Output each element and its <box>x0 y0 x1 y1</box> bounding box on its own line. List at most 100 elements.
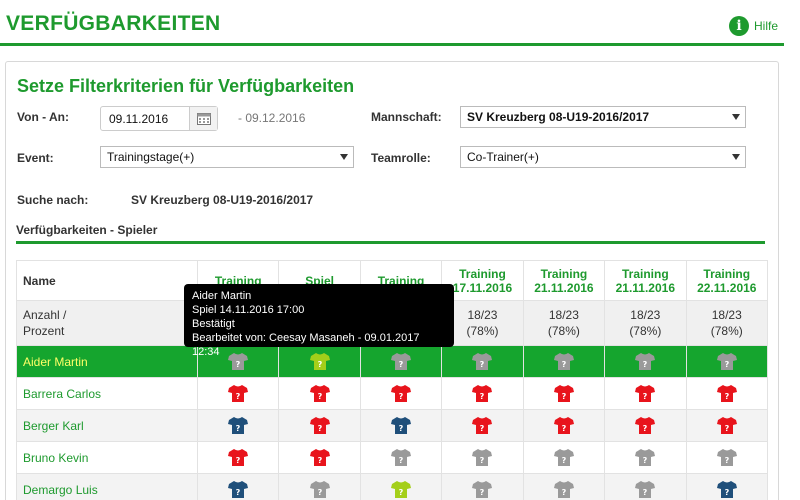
shirt-icon[interactable]: ? <box>553 385 574 402</box>
shirt-icon[interactable]: ? <box>472 449 493 466</box>
shirt-icon[interactable]: ? <box>391 417 412 434</box>
chevron-down-icon[interactable] <box>340 154 348 160</box>
availability-cell[interactable]: ? <box>522 345 606 378</box>
availability-cell[interactable]: ? <box>441 473 524 500</box>
availability-cell[interactable]: ? <box>359 409 443 442</box>
event-type[interactable]: Training <box>540 266 588 281</box>
chevron-down-icon[interactable] <box>732 114 740 120</box>
event-column-header[interactable]: Training 17.11.2016 <box>441 260 524 301</box>
availability-cell[interactable]: ? <box>441 441 524 474</box>
shirt-icon[interactable]: ? <box>716 481 737 498</box>
info-icon[interactable]: i <box>728 16 749 36</box>
shirt-icon[interactable]: ? <box>553 417 574 434</box>
shirt-icon[interactable]: ? <box>472 353 493 370</box>
shirt-icon[interactable]: ? <box>391 353 412 370</box>
availability-cell[interactable]: ? <box>522 473 606 500</box>
availability-cell[interactable]: ? <box>196 473 280 500</box>
availability-cell[interactable]: ? <box>278 377 361 410</box>
shirt-icon[interactable]: ? <box>309 449 330 466</box>
from-date-input[interactable]: 09.11.2016 <box>100 106 218 131</box>
player-name[interactable]: Bruno Kevin <box>16 441 198 474</box>
shirt-icon[interactable]: ? <box>635 417 656 434</box>
availability-cell[interactable]: ? <box>359 473 443 500</box>
availability-cell[interactable]: ? <box>604 377 687 410</box>
event-column-header[interactable]: Training 21.11.2016 <box>604 260 687 301</box>
availability-cell[interactable]: ? <box>522 377 606 410</box>
help-label[interactable]: Hilfe <box>753 19 778 33</box>
shirt-icon[interactable]: ? <box>716 385 737 402</box>
availability-cell[interactable]: ? <box>278 441 361 474</box>
shirt-icon[interactable]: ? <box>716 449 737 466</box>
event-select[interactable]: Trainingstage(+) <box>100 146 354 168</box>
event-type[interactable]: Training <box>459 266 506 281</box>
shirt-icon[interactable]: ? <box>309 417 330 434</box>
player-name[interactable]: Barrera Carlos <box>16 377 198 410</box>
shirt-icon[interactable]: ? <box>228 417 249 434</box>
availability-cell[interactable]: ? <box>441 409 524 442</box>
availability-cell[interactable]: ? <box>441 345 524 378</box>
availability-cell[interactable]: ? <box>604 441 687 474</box>
event-value[interactable]: Trainingstage(+) <box>107 150 195 164</box>
shirt-icon[interactable]: ? <box>391 385 412 402</box>
player-name[interactable]: Aider Martin <box>16 345 198 378</box>
availability-cell[interactable]: ? <box>604 473 687 500</box>
event-type[interactable]: Training <box>621 266 669 281</box>
shirt-icon[interactable]: ? <box>553 481 574 498</box>
shirt-icon[interactable]: ? <box>472 417 493 434</box>
shirt-icon[interactable]: ? <box>391 481 412 498</box>
event-date[interactable]: 22.11.2016 <box>697 280 757 295</box>
table-row[interactable]: Bruno Kevin??????? <box>16 441 769 474</box>
availability-cell[interactable]: ? <box>359 441 443 474</box>
event-date[interactable]: 17.11.2016 <box>452 280 513 295</box>
from-date-value[interactable]: 09.11.2016 <box>109 111 169 126</box>
availability-cell[interactable]: ? <box>278 409 361 442</box>
shirt-icon[interactable]: ? <box>553 353 574 370</box>
availability-cell[interactable]: ? <box>685 345 769 378</box>
calendar-icon[interactable] <box>189 107 217 130</box>
table-row[interactable]: Barrera Carlos??????? <box>16 377 769 410</box>
mannschaft-value[interactable]: SV Kreuzberg 08-U19-2016/2017 <box>467 110 650 124</box>
shirt-icon[interactable]: ? <box>553 449 574 466</box>
shirt-icon[interactable]: ? <box>309 481 330 498</box>
availability-cell[interactable]: ? <box>278 473 361 500</box>
shirt-icon[interactable]: ? <box>309 385 330 402</box>
shirt-icon[interactable]: ? <box>716 353 737 370</box>
shirt-icon[interactable]: ? <box>309 353 330 370</box>
availability-cell[interactable]: ? <box>604 345 687 378</box>
availability-cell[interactable]: ? <box>196 441 280 474</box>
player-name[interactable]: Demargo Luis <box>16 473 198 500</box>
table-row[interactable]: Berger Karl??????? <box>16 409 769 442</box>
shirt-icon[interactable]: ? <box>228 353 249 370</box>
event-date[interactable]: 21.11.2016 <box>534 280 594 295</box>
availability-cell[interactable]: ? <box>441 377 524 410</box>
availability-cell[interactable]: ? <box>522 441 606 474</box>
availability-cell[interactable]: ? <box>196 409 280 442</box>
event-column-header[interactable]: Training 21.11.2016 <box>522 260 606 301</box>
table-row[interactable]: Demargo Luis??????? <box>16 473 769 500</box>
availability-cell[interactable]: ? <box>685 377 769 410</box>
shirt-icon[interactable]: ? <box>391 449 412 466</box>
chevron-down-icon[interactable] <box>732 154 740 160</box>
event-date[interactable]: 21.11.2016 <box>615 280 676 295</box>
availability-cell[interactable]: ? <box>196 377 280 410</box>
availability-cell[interactable]: ? <box>604 409 687 442</box>
teamrolle-value[interactable]: Co-Trainer(+) <box>467 150 539 164</box>
shirt-icon[interactable]: ? <box>635 449 656 466</box>
shirt-icon[interactable]: ? <box>635 481 656 498</box>
shirt-icon[interactable]: ? <box>228 449 249 466</box>
availability-cell[interactable]: ? <box>685 409 769 442</box>
teamrolle-select[interactable]: Co-Trainer(+) <box>460 146 746 168</box>
shirt-icon[interactable]: ? <box>635 385 656 402</box>
shirt-icon[interactable]: ? <box>716 417 737 434</box>
player-name[interactable]: Berger Karl <box>16 409 198 442</box>
event-column-header[interactable]: Training 22.11.2016 <box>685 260 769 301</box>
availability-cell[interactable]: ? <box>359 377 443 410</box>
mannschaft-select[interactable]: SV Kreuzberg 08-U19-2016/2017 <box>460 106 746 128</box>
availability-cell[interactable]: ? <box>522 409 606 442</box>
shirt-icon[interactable]: ? <box>472 385 493 402</box>
availability-cell[interactable]: ? <box>685 441 769 474</box>
availability-cell[interactable]: ? <box>685 473 769 500</box>
shirt-icon[interactable]: ? <box>228 481 249 498</box>
shirt-icon[interactable]: ? <box>472 481 493 498</box>
shirt-icon[interactable]: ? <box>228 385 249 402</box>
